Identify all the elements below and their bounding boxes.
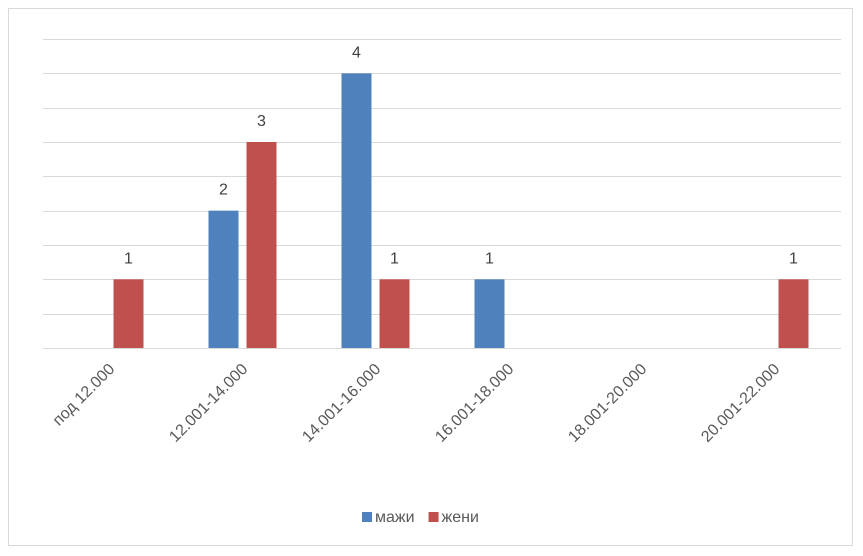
legend-label: жени [442,509,479,526]
data-label: 4 [352,44,361,61]
bar-zheni [246,142,277,348]
x-tick-label: 14.001-16.000 [299,361,384,446]
x-tick-label: 16.001-18.000 [432,361,517,446]
data-label: 1 [789,250,798,267]
bar-zheni [778,279,809,348]
x-tick-label: 20.001-22.000 [698,361,783,446]
x-tick-label: 12.001-14.000 [166,361,251,446]
data-label: 3 [257,113,266,130]
bar-mazhi [474,279,505,348]
bar-zheni [113,279,144,348]
data-label: 1 [124,250,133,267]
data-label: 1 [390,250,399,267]
data-labels: 1 2 3 4 1 1 1 [124,44,798,267]
data-label: 1 [485,250,494,267]
legend-label: мажи [375,509,415,526]
legend-swatch [362,512,372,522]
chart-area [8,8,853,546]
bars [113,73,809,348]
bar-mazhi [341,73,372,348]
x-tick-label: 18.001-20.000 [565,361,650,446]
legend: мажи жени [362,509,479,526]
legend-swatch [428,512,439,522]
bar-mazhi [208,210,239,348]
x-tick-label: под 12.000 [50,361,119,430]
bar-zheni [379,279,410,348]
data-label: 2 [219,182,228,199]
gridlines [43,39,841,349]
x-axis-tick-labels: под 12.000 12.001-14.000 14.001-16.000 16.0… [50,361,784,446]
